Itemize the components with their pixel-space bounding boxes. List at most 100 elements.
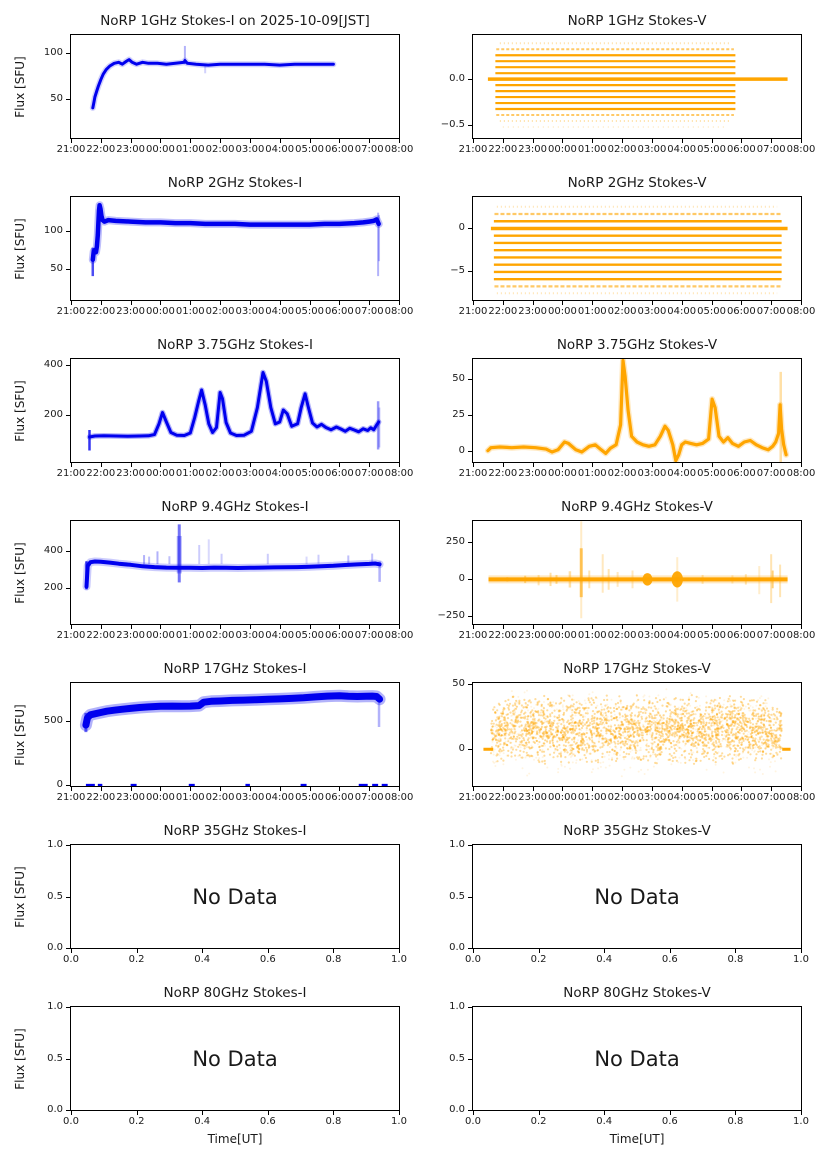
x-tick-mark [771,463,773,467]
x-tick-mark [801,301,802,305]
plot-canvas [71,845,399,948]
x-tick-label: 1.0 [391,954,407,965]
x-tick-mark [681,625,683,629]
y-tick-label: 0.0 [449,942,465,953]
y-tick-mark [468,1110,472,1111]
x-tick-mark [309,787,311,791]
x-tick-label: 02:00 [607,468,637,479]
x-tick-label: 0.8 [325,954,342,965]
x-tick-label: 07:00 [756,630,786,641]
x-tick-label: 05:00 [295,144,324,155]
y-tick-mark [66,588,70,590]
x-tick-label: 23:00 [116,468,146,479]
x-tick-mark [622,463,624,467]
x-tick-mark [130,463,132,467]
x-tick-label: 0.8 [727,954,744,965]
x-tick-mark [562,625,564,629]
plot-box [70,1006,400,1111]
x-tick-label: 08:00 [786,468,816,479]
x-tick-mark [279,625,281,629]
x-tick-label: 02:00 [205,144,235,155]
x-tick-label: 22:00 [86,792,116,803]
x-tick-mark [741,625,743,629]
panel-title: NoRP 9.4GHz Stokes-I [161,499,309,515]
x-tick-label: 05:00 [697,630,726,641]
x-tick-label: 04:00 [265,630,295,641]
x-tick-label: 03:00 [637,144,667,155]
x-tick-label: 0.6 [259,954,276,965]
x-tick-label: 21:00 [56,792,86,803]
x-tick-label: 21:00 [458,792,488,803]
x-tick-mark [711,787,713,791]
x-tick-mark [801,1111,802,1115]
plot-canvas [82,524,384,591]
no-data-annotation: No Data [594,1046,680,1071]
y-tick-mark [468,579,472,581]
x-tick-mark [202,949,204,953]
x-tick-mark [160,787,162,791]
x-tick-label: 02:00 [607,630,637,641]
x-tick-label: 06:00 [726,630,756,641]
y-tick-label: 0 [458,573,465,585]
y-tick-mark [468,896,472,898]
x-tick-label: 21:00 [458,306,488,317]
x-tick-label: 03:00 [637,306,667,317]
x-tick-mark [136,1111,138,1115]
x-tick-mark [279,463,281,467]
x-tick-mark [532,463,534,467]
x-tick-label: 02:00 [205,792,235,803]
x-tick-label: 03:00 [637,468,667,479]
x-tick-label: 06:00 [324,792,354,803]
y-axis-label: Flux [SFU] [13,865,27,928]
x-tick-mark [801,787,802,791]
x-tick-label: 03:00 [637,792,667,803]
y-tick-mark [468,450,472,452]
x-tick-label: 0.6 [661,1116,678,1127]
x-tick-label: 22:00 [488,468,518,479]
x-tick-mark [502,301,504,305]
y-tick-label: 0 [458,743,465,755]
x-tick-label: 06:00 [726,468,756,479]
x-tick-mark [681,787,683,791]
x-tick-label: 04:00 [667,306,697,317]
x-tick-label: 05:00 [295,306,324,317]
x-tick-mark [711,463,713,467]
x-tick-mark [771,787,773,791]
y-axis-label: Flux [SFU] [13,379,27,442]
y-tick-mark [66,365,70,366]
x-tick-mark [592,301,594,305]
y-tick-mark [468,542,472,544]
x-tick-mark [339,787,341,791]
x-tick-mark [592,787,594,791]
x-tick-label: 05:00 [295,468,324,479]
x-axis-label: Time[UT] [609,1132,665,1146]
plot-canvas [473,845,801,948]
x-tick-mark [532,139,534,143]
x-tick-mark [190,463,192,467]
x-tick-label: 21:00 [458,144,488,155]
x-tick-mark [741,301,743,305]
x-tick-mark [130,787,132,791]
x-tick-label: 05:00 [697,144,726,155]
x-tick-mark [100,139,102,143]
x-tick-mark [771,301,773,305]
x-tick-label: 22:00 [488,144,518,155]
y-tick-label: 0.5 [47,1052,63,1064]
x-tick-mark [711,139,713,143]
x-tick-mark [651,301,653,305]
y-tick-mark [468,125,472,127]
y-tick-label: 50 [50,92,63,104]
x-tick-label: 0.6 [661,954,678,965]
x-tick-label: 05:00 [697,306,726,317]
x-tick-mark [399,301,400,305]
y-tick-label: 0 [458,222,465,234]
x-tick-mark [309,463,311,467]
y-tick-label: 50 [50,262,63,274]
x-tick-mark [651,625,653,629]
x-tick-mark [369,463,371,467]
x-tick-label: 23:00 [518,792,548,803]
